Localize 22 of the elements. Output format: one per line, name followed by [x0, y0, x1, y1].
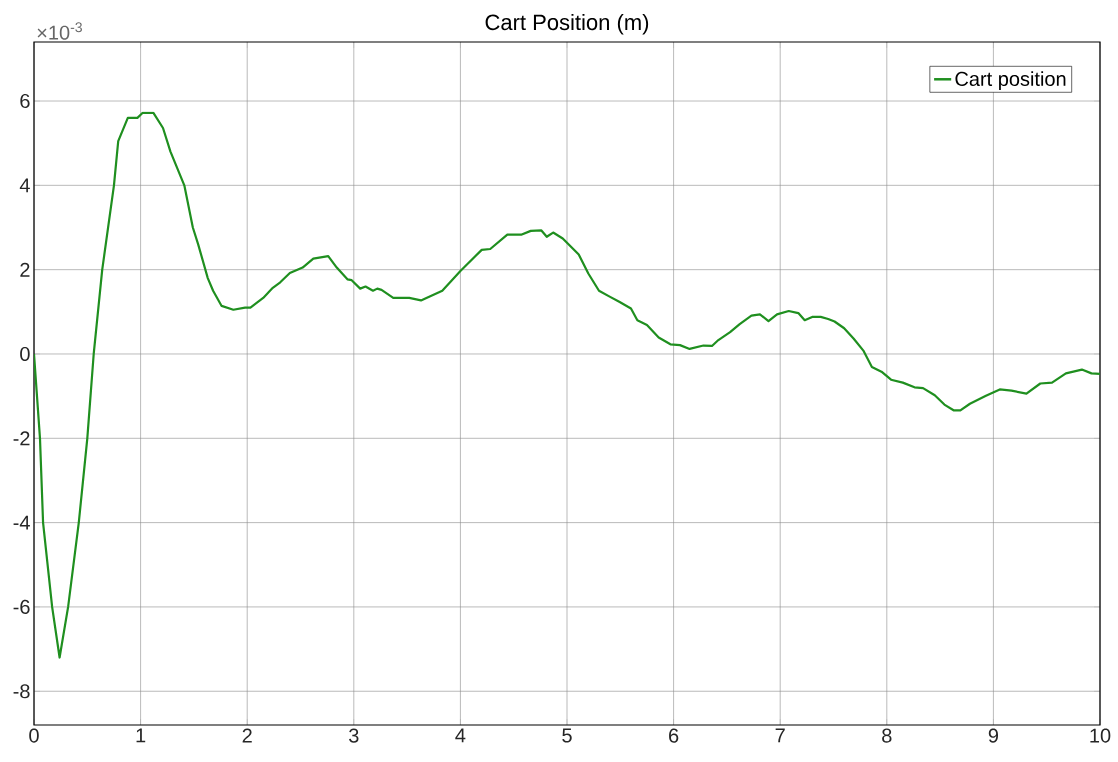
y-tick-label: 2 — [20, 262, 30, 277]
x-tick-label: 6 — [669, 728, 679, 743]
legend-label: Cart position — [955, 71, 1066, 90]
text: ×10$^{-3}$ — [37, 22, 82, 40]
line-series — [34, 111, 1100, 659]
y-tick-label: 0 — [20, 346, 30, 362]
y-tick-label: 6 — [20, 93, 30, 109]
x-tick-label: 2 — [242, 728, 252, 743]
x-tick-label: 5 — [562, 728, 572, 743]
x-tick-label: 1 — [136, 728, 146, 743]
chart-title: Cart Position (m) — [485, 13, 649, 35]
x-tick-label: 8 — [882, 728, 892, 743]
x-tick-label: 7 — [775, 728, 785, 743]
y-tick-label: -8 — [13, 684, 30, 699]
y-tick-label: -4 — [13, 515, 30, 530]
y-tick-label: -2 — [13, 431, 30, 446]
x-tick-label: 4 — [455, 728, 466, 743]
x-tick-label: 10 — [1090, 728, 1111, 743]
x-tick-label: 9 — [988, 728, 999, 743]
y-tick-label: -6 — [13, 599, 30, 615]
y-tick-label: 4 — [19, 178, 30, 193]
x-tick-label: 3 — [349, 728, 359, 743]
